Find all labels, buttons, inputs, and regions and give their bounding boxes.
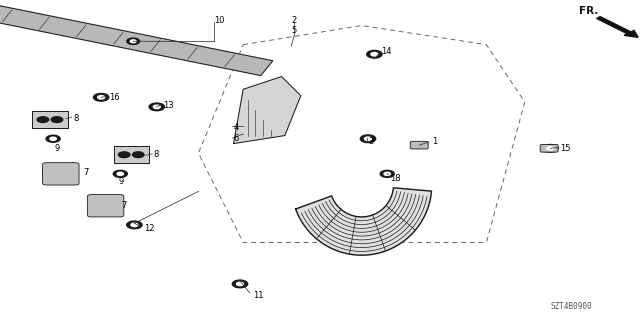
- Circle shape: [118, 152, 130, 158]
- Circle shape: [117, 172, 124, 175]
- Polygon shape: [296, 188, 431, 255]
- Circle shape: [46, 135, 60, 142]
- Text: 2: 2: [291, 16, 296, 25]
- Circle shape: [127, 221, 142, 229]
- Circle shape: [51, 117, 63, 122]
- Text: 15: 15: [560, 144, 570, 153]
- Text: 8: 8: [74, 114, 79, 122]
- Circle shape: [232, 280, 248, 288]
- Text: SZT4B0900: SZT4B0900: [550, 302, 592, 311]
- Text: 12: 12: [144, 224, 154, 233]
- Circle shape: [131, 40, 136, 43]
- Circle shape: [132, 152, 144, 158]
- Text: 11: 11: [253, 291, 263, 300]
- Circle shape: [113, 170, 127, 177]
- Text: 5: 5: [291, 26, 296, 35]
- Text: 4: 4: [234, 123, 239, 132]
- FancyArrow shape: [596, 17, 638, 37]
- Circle shape: [547, 147, 554, 150]
- FancyBboxPatch shape: [410, 141, 428, 149]
- Bar: [114, 146, 148, 164]
- Circle shape: [127, 38, 140, 44]
- Circle shape: [37, 117, 49, 122]
- Bar: [32, 111, 68, 128]
- FancyBboxPatch shape: [88, 195, 124, 217]
- Text: FR.: FR.: [579, 6, 598, 16]
- Polygon shape: [234, 77, 301, 144]
- Circle shape: [50, 137, 56, 140]
- Circle shape: [360, 135, 376, 143]
- Circle shape: [365, 137, 371, 140]
- Text: 7: 7: [83, 168, 88, 177]
- Text: 7: 7: [122, 201, 127, 210]
- Text: 1: 1: [432, 137, 437, 146]
- Circle shape: [93, 93, 109, 101]
- Circle shape: [543, 145, 558, 152]
- Text: 14: 14: [381, 47, 391, 56]
- Circle shape: [98, 96, 104, 99]
- Text: 13: 13: [163, 101, 174, 110]
- Circle shape: [237, 282, 243, 286]
- Circle shape: [154, 105, 160, 108]
- Circle shape: [371, 53, 378, 56]
- Text: 6: 6: [234, 134, 239, 143]
- Text: 18: 18: [390, 174, 401, 183]
- Circle shape: [367, 50, 382, 58]
- Circle shape: [384, 172, 390, 175]
- Text: 3: 3: [368, 137, 373, 146]
- Text: 9: 9: [54, 144, 60, 153]
- FancyBboxPatch shape: [540, 145, 558, 152]
- Text: 8: 8: [154, 150, 159, 159]
- Circle shape: [380, 170, 394, 177]
- FancyBboxPatch shape: [42, 163, 79, 185]
- Polygon shape: [0, 1, 273, 76]
- Text: 10: 10: [214, 16, 225, 25]
- Circle shape: [131, 223, 138, 226]
- Circle shape: [149, 103, 164, 111]
- Text: 9: 9: [118, 177, 124, 186]
- Text: 16: 16: [109, 93, 120, 102]
